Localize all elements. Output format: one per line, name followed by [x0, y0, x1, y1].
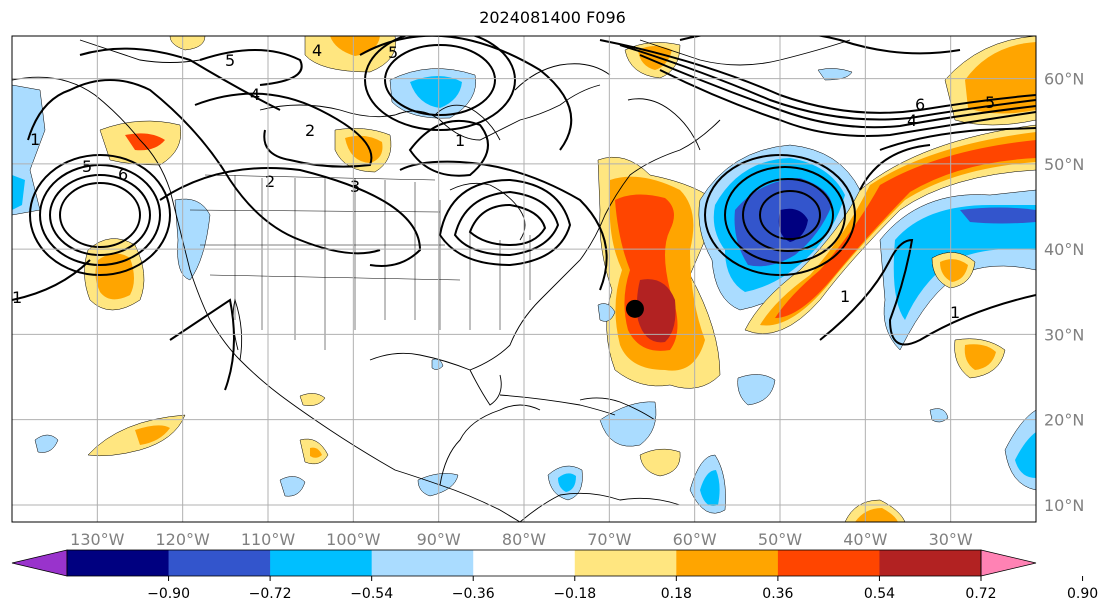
fill-orange: [964, 344, 996, 370]
latitude-label: 30°N: [1044, 325, 1084, 344]
fill-blue: [893, 205, 1036, 320]
fill-blue: [929, 408, 949, 423]
fill-orange: [965, 42, 1036, 114]
fill-blue: [279, 476, 306, 497]
contour-label: 4: [250, 85, 260, 104]
map-frame: [11, 35, 1037, 523]
contour-label: 4: [907, 111, 917, 130]
contour-label: 5: [388, 43, 398, 62]
longitude-label: 90°W: [417, 530, 461, 549]
colorbar-frame: [66, 549, 982, 577]
colorbar-bin: [168, 550, 271, 576]
colorbar-tick-label: 0.90: [1067, 586, 1098, 602]
colorbar-bin: [371, 550, 474, 576]
fill-orange: [345, 135, 383, 163]
fill-blue: [34, 434, 59, 453]
contour-label: 2: [265, 172, 275, 191]
colorbar-bin: [473, 550, 576, 576]
longitude-label: 80°W: [502, 530, 546, 549]
fill-blue: [174, 198, 211, 281]
longitude-labels: 130°W 120°W 110°W 100°W 90°W 80°W 70°W 60°W 50°W…: [70, 530, 973, 549]
contour-lines: [12, 36, 1036, 391]
colorbar-over-triangle: [980, 549, 1037, 577]
fill-blue: [778, 208, 808, 242]
fill-blue: [1015, 432, 1036, 478]
contour-label: 5: [985, 93, 995, 112]
contour-label: 1: [30, 130, 40, 149]
colorbar-tick-label: 0.18: [661, 586, 692, 602]
latitude-label: 20°N: [1044, 411, 1084, 430]
latitude-label: 40°N: [1044, 240, 1084, 259]
fill-blue: [817, 68, 853, 81]
latitude-label: 10°N: [1044, 496, 1084, 515]
longitude-label: 40°W: [843, 530, 887, 549]
fill-orange: [125, 133, 165, 151]
longitude-label: 120°W: [155, 530, 210, 549]
contour-label: 1: [12, 288, 22, 307]
fill-yellow: [299, 393, 326, 406]
contour-label: 2: [305, 121, 315, 140]
contour-label: 5: [225, 51, 235, 70]
contour-label: 1: [950, 303, 960, 322]
contour-labels: 4 5 5 4 2 2 3 1 1 5 6 1 6 5 4 1 1: [12, 41, 995, 322]
colorbar-tick-label: −0.18: [553, 586, 596, 602]
state-borders: [189, 174, 531, 350]
fill-blue: [558, 473, 576, 492]
fill-blue: [597, 303, 616, 322]
colorbar: −0.90 −0.72 −0.54 −0.36 −0.18 0.18 0.36 0.54 0.7…: [11, 549, 1098, 602]
fill-blue: [700, 470, 720, 506]
colorbar-tick-label: 0.36: [762, 586, 793, 602]
contour-label: 3: [350, 177, 360, 196]
longitude-label: 50°W: [758, 530, 802, 549]
fill-blue: [737, 374, 776, 406]
location-marker: [625, 299, 644, 318]
fill-orange: [310, 447, 322, 458]
colorbar-tick-label: 0.54: [864, 586, 895, 602]
map-title: 2024081400 F096: [479, 8, 626, 27]
gridlines: [12, 36, 1036, 522]
colorbar-under-triangle: [11, 549, 68, 577]
colorbar-bin: [270, 550, 373, 576]
contour-label: 4: [312, 41, 322, 60]
longitude-label: 30°W: [929, 530, 973, 549]
fill-blue: [410, 76, 462, 108]
colorbar-bin: [777, 550, 880, 576]
contour-label: 6: [118, 165, 128, 184]
latitude-label: 60°N: [1044, 70, 1084, 89]
fill-orange: [940, 259, 968, 282]
colorbar-bin: [574, 550, 677, 576]
colorbar-bin: [67, 550, 170, 576]
colorbar-tick-label: −0.54: [350, 586, 393, 602]
colorbar-tick-label: −0.72: [249, 586, 292, 602]
longitude-label: 110°W: [241, 530, 296, 549]
longitude-label: 60°W: [673, 530, 717, 549]
fill-orange: [636, 279, 676, 343]
fill-yellow: [639, 448, 681, 477]
fill-orange: [135, 425, 170, 445]
colorbar-tick-label: −0.36: [452, 586, 495, 602]
colorbar-tick-label: −0.90: [147, 586, 190, 602]
fill-yellow: [169, 36, 206, 51]
colorbar-bin: [676, 550, 779, 576]
latitude-label: 50°N: [1044, 155, 1084, 174]
longitude-label: 70°W: [587, 530, 631, 549]
colorbar-tick-label: 0.72: [965, 586, 996, 602]
colorbar-bin: [879, 550, 982, 576]
fill-orange: [775, 140, 1036, 318]
fill-yellow: [87, 414, 186, 457]
longitude-label: 100°W: [326, 530, 381, 549]
fill-blue: [960, 207, 1036, 224]
contour-label: 6: [915, 95, 925, 114]
contour-label: 1: [455, 131, 465, 150]
fill-blue: [599, 401, 657, 447]
latitude-labels: 10°N 20°N 30°N 40°N 50°N 60°N: [1044, 70, 1084, 515]
contour-label: 1: [840, 287, 850, 306]
contour-label: 5: [82, 157, 92, 176]
longitude-label: 130°W: [70, 530, 125, 549]
fill-blue: [12, 175, 25, 210]
